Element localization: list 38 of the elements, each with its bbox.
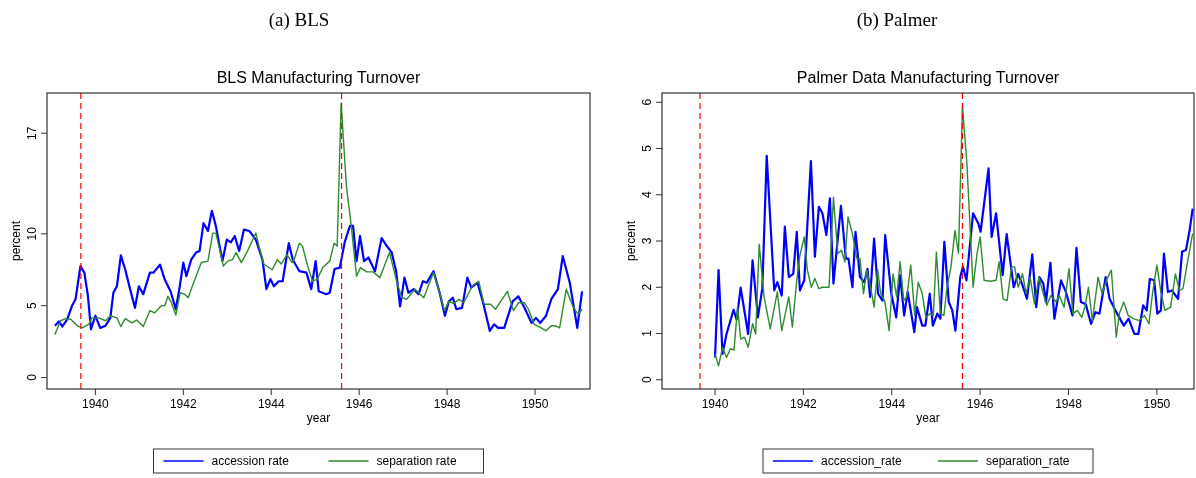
x-tick-label: 1942: [169, 397, 197, 411]
legend-label: separation rate: [376, 454, 457, 468]
x-axis-title: year: [916, 411, 940, 425]
x-tick-label: 1950: [1143, 397, 1171, 411]
line-series: [53, 209, 584, 332]
line-series: [54, 102, 583, 336]
y-tick-label: 1: [640, 329, 654, 337]
y-tick-label: 4: [640, 191, 654, 199]
x-tick-label: 1944: [878, 397, 906, 411]
text: (a) BLS: [268, 9, 330, 31]
x-tick-label: 1940: [82, 397, 110, 411]
legend-label: accession_rate: [821, 454, 903, 468]
y-tick-label: 0: [640, 376, 654, 384]
y-tick-label: 3: [640, 237, 654, 245]
x-tick-label: 1946: [345, 397, 373, 411]
y-tick-label: 10: [25, 226, 39, 241]
x-tick-label: 1948: [433, 397, 461, 411]
y-tick-label: 5: [25, 302, 39, 309]
y-axis-title: percent: [9, 220, 23, 262]
y-tick-label: 6: [640, 98, 654, 106]
legend-label: separation_rate: [986, 454, 1070, 468]
x-tick-label: 1948: [1055, 397, 1083, 411]
x-axis-title: year: [306, 411, 331, 425]
y-axis-title: percent: [624, 220, 638, 262]
x-tick-label: 1950: [521, 397, 549, 411]
chart-title: Palmer Data Manufacturing Turnover: [796, 69, 1060, 86]
x-tick-label: 1946: [966, 397, 994, 411]
x-tick-label: 1942: [790, 397, 818, 411]
x-tick-label: 1944: [257, 397, 285, 411]
legend-label: accession rate: [211, 454, 290, 468]
y-tick-label: 5: [640, 144, 654, 152]
x-tick-label: 1940: [701, 397, 729, 411]
y-tick-label: 0: [25, 373, 39, 381]
y-tick-label: 2: [640, 283, 654, 291]
line-series: [713, 154, 1194, 359]
text: (b) Palmer: [856, 9, 939, 31]
chart-title: BLS Manufacturing Turnover: [216, 69, 421, 86]
y-tick-label: 17: [25, 126, 39, 140]
